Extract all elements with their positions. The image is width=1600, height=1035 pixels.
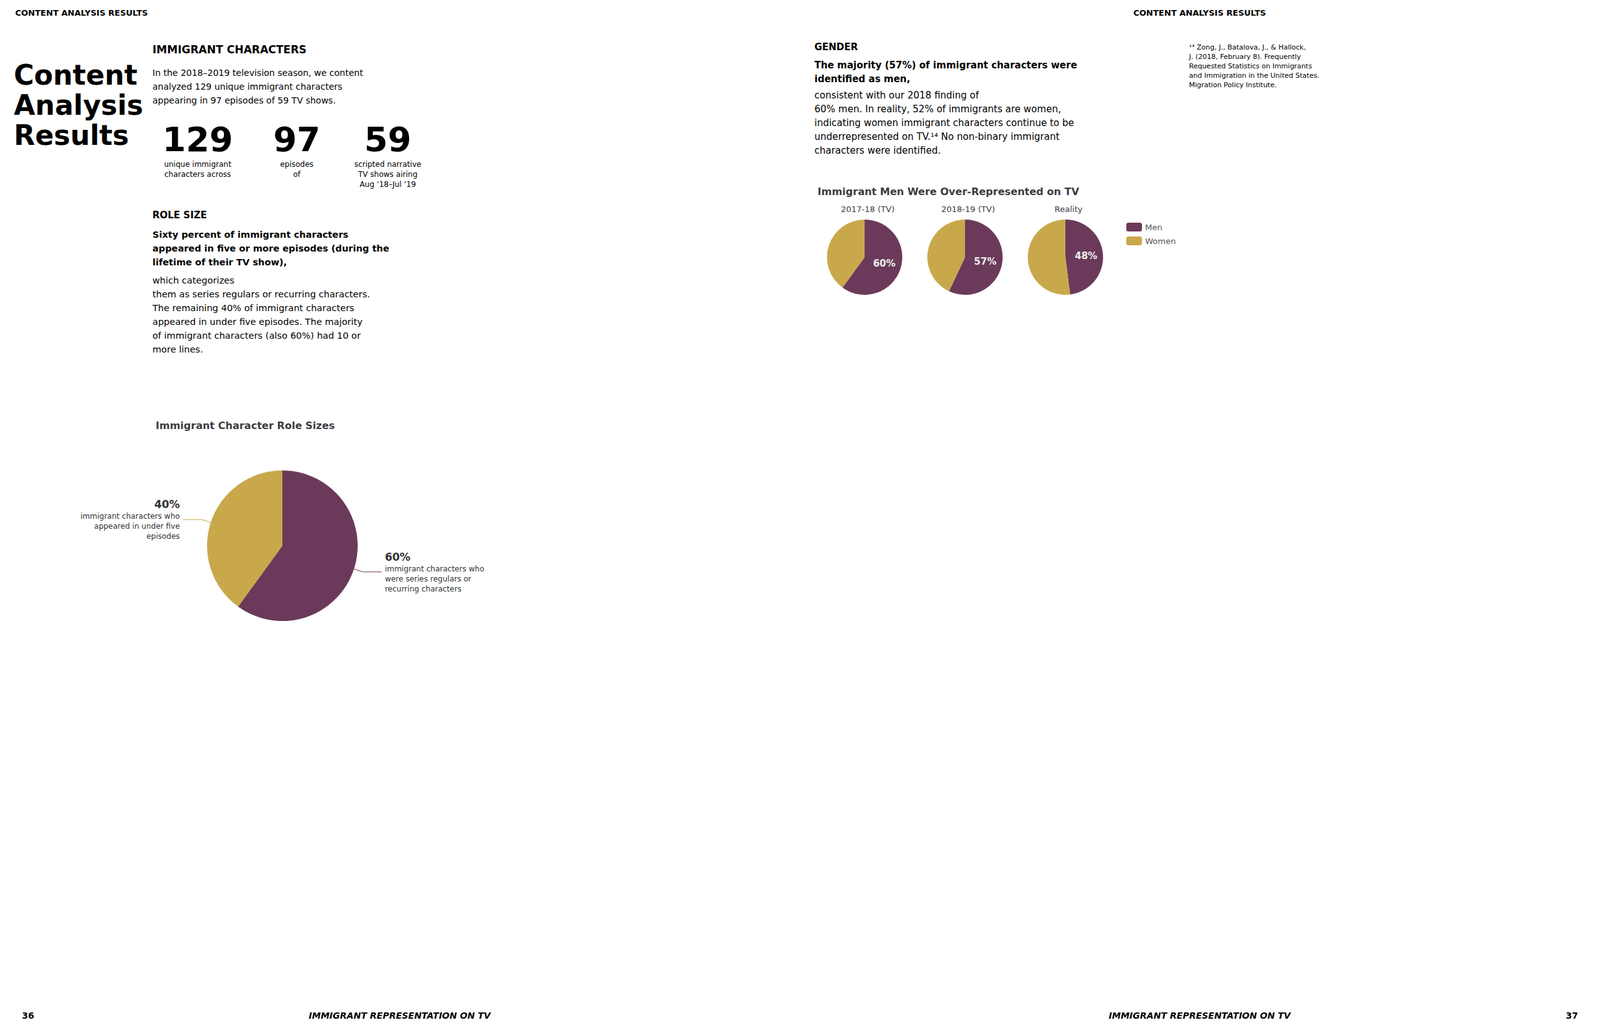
svg-text:Aug ‘18–Jul ‘19: Aug ‘18–Jul ‘19 <box>359 180 416 189</box>
svg-text:60%: 60% <box>384 550 411 564</box>
svg-text:more lines.: more lines. <box>152 344 204 355</box>
svg-text:Requested Statistics on Immigr: Requested Statistics on Immigrants <box>1189 62 1312 71</box>
svg-text:episodes: episodes <box>279 160 314 169</box>
svg-text:which categorizes: which categorizes <box>152 275 235 286</box>
svg-text:Immigrant Character Role Sizes: Immigrant Character Role Sizes <box>155 419 336 432</box>
svg-text:36: 36 <box>21 1010 34 1021</box>
svg-text:appeared in under five episode: appeared in under five episodes. The maj… <box>152 316 363 327</box>
svg-text:J. (2018, February 8). Frequen: J. (2018, February 8). Frequently <box>1188 52 1302 61</box>
svg-text:recurring characters: recurring characters <box>384 584 462 594</box>
svg-text:and Immigration in the United: and Immigration in the United States. <box>1189 71 1320 80</box>
svg-text:60%: 60% <box>872 257 896 270</box>
svg-text:59: 59 <box>363 119 411 160</box>
svg-text:consistent with our 2018 findi: consistent with our 2018 finding of <box>814 89 980 102</box>
svg-text:appearing in 97 episodes of 59: appearing in 97 episodes of 59 TV shows. <box>152 95 336 106</box>
svg-text:of immigrant characters (also: of immigrant characters (also 60%) had 1… <box>152 330 361 341</box>
svg-text:Migration Policy Institute.: Migration Policy Institute. <box>1189 80 1277 90</box>
svg-text:IMMIGRANT REPRESENTATION ON TV: IMMIGRANT REPRESENTATION ON TV <box>308 1010 492 1021</box>
svg-text:The majority (57%) of immigran: The majority (57%) of immigrant characte… <box>814 59 1078 71</box>
svg-text:¹⁴ Zong, J., Batalova, J., & H: ¹⁴ Zong, J., Batalova, J., & Hallock, <box>1189 43 1306 52</box>
svg-text:TV shows airing: TV shows airing <box>357 170 418 179</box>
svg-text:scripted narrative: scripted narrative <box>354 160 422 169</box>
svg-text:ROLE SIZE: ROLE SIZE <box>152 209 208 221</box>
svg-text:GENDER: GENDER <box>814 41 859 53</box>
svg-text:Content: Content <box>13 58 138 91</box>
svg-text:characters across: characters across <box>164 170 231 179</box>
svg-text:appeared in five or more episo: appeared in five or more episodes (durin… <box>152 243 390 254</box>
svg-text:Women: Women <box>1145 236 1176 246</box>
svg-text:Analysis: Analysis <box>13 89 144 122</box>
svg-text:Immigrant Men Were Over-Repres: Immigrant Men Were Over-Represented on T… <box>817 185 1080 198</box>
svg-text:appeared in under five: appeared in under five <box>94 522 181 531</box>
svg-text:IMMIGRANT CHARACTERS: IMMIGRANT CHARACTERS <box>152 43 307 56</box>
svg-text:CONTENT ANALYSIS RESULTS: CONTENT ANALYSIS RESULTS <box>15 8 148 18</box>
svg-text:immigrant characters who: immigrant characters who <box>384 564 484 574</box>
svg-text:Results: Results <box>13 119 130 152</box>
svg-text:lifetime of their TV show),: lifetime of their TV show), <box>152 257 287 268</box>
svg-text:37: 37 <box>1566 1010 1579 1021</box>
svg-text:Men: Men <box>1145 222 1163 233</box>
svg-text:indicating women immigrant cha: indicating women immigrant characters co… <box>814 117 1075 129</box>
svg-text:2018-19 (TV): 2018-19 (TV) <box>941 204 995 214</box>
svg-text:Sixty percent of immigrant cha: Sixty percent of immigrant characters <box>152 229 349 240</box>
svg-text:The remaining 40% of immigrant: The remaining 40% of immigrant character… <box>151 303 355 314</box>
svg-text:97: 97 <box>272 119 320 160</box>
svg-text:unique immigrant: unique immigrant <box>163 160 232 169</box>
svg-text:episodes: episodes <box>146 532 180 541</box>
svg-text:CONTENT ANALYSIS RESULTS: CONTENT ANALYSIS RESULTS <box>1133 8 1266 18</box>
svg-text:characters were identified.: characters were identified. <box>814 144 941 157</box>
svg-text:them as series regulars or rec: them as series regulars or recurring cha… <box>152 289 371 300</box>
svg-text:underrepresented on TV.¹⁴ No n: underrepresented on TV.¹⁴ No non-binary … <box>814 131 1060 143</box>
svg-text:were series regulars or: were series regulars or <box>384 574 472 584</box>
svg-text:of: of <box>293 170 301 179</box>
svg-text:2017-18 (TV): 2017-18 (TV) <box>840 204 895 214</box>
svg-text:129: 129 <box>162 119 234 160</box>
svg-text:identified as men,: identified as men, <box>814 73 911 85</box>
svg-text:IMMIGRANT REPRESENTATION ON TV: IMMIGRANT REPRESENTATION ON TV <box>1108 1010 1292 1021</box>
svg-text:immigrant characters who: immigrant characters who <box>80 512 180 521</box>
svg-text:40%: 40% <box>154 498 181 511</box>
svg-text:Reality: Reality <box>1054 204 1083 214</box>
svg-text:57%: 57% <box>973 256 997 268</box>
svg-text:analyzed 129 unique immigrant: analyzed 129 unique immigrant characters <box>152 81 343 92</box>
svg-text:60% men. In reality, 52% of im: 60% men. In reality, 52% of immigrants a… <box>814 103 1062 115</box>
svg-text:48%: 48% <box>1074 250 1098 262</box>
svg-text:In the 2018–2019 television se: In the 2018–2019 television season, we c… <box>152 67 364 78</box>
